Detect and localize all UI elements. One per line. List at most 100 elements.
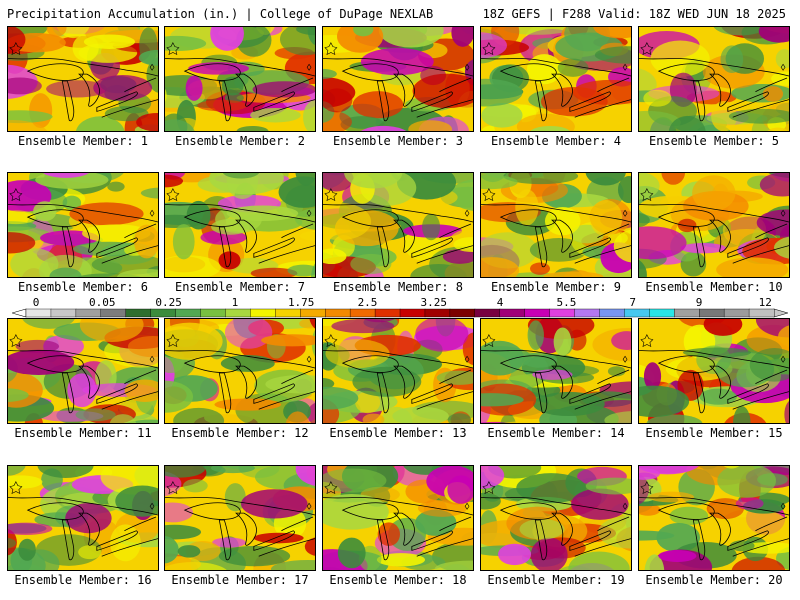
colorbar-swatch bbox=[549, 308, 576, 318]
ensemble-member-caption: Ensemble Member: 12 bbox=[171, 426, 309, 440]
ensemble-member-caption: Ensemble Member: 4 bbox=[490, 134, 622, 148]
precipitation-field bbox=[8, 173, 158, 277]
ensemble-member-map bbox=[322, 26, 474, 132]
ensemble-member-map bbox=[480, 465, 632, 571]
ensemble-member-caption: Ensemble Member: 11 bbox=[14, 426, 152, 440]
ensemble-member-caption: Ensemble Member: 7 bbox=[174, 280, 306, 294]
colorbar-swatch bbox=[175, 308, 202, 318]
ensemble-member-caption: Ensemble Member: 5 bbox=[648, 134, 780, 148]
precipitation-field bbox=[323, 466, 473, 570]
colorbar-swatch bbox=[300, 308, 326, 318]
colorbar-swatch bbox=[524, 308, 551, 318]
colorbar-tick-label: 4 bbox=[497, 296, 504, 309]
colorbar-tick-label: 1 bbox=[232, 296, 239, 309]
ensemble-member-caption: Ensemble Member: 16 bbox=[14, 573, 152, 587]
colorbar-tick-label: 12 bbox=[759, 296, 772, 309]
colorbar-tick-label: 7 bbox=[629, 296, 636, 309]
precipitation-field bbox=[481, 173, 631, 277]
ensemble-member-map bbox=[322, 318, 474, 424]
ensemble-member-caption: Ensemble Member: 14 bbox=[487, 426, 625, 440]
ensemble-member-caption: Ensemble Member: 10 bbox=[645, 280, 783, 294]
ensemble-member-caption: Ensemble Member: 6 bbox=[17, 280, 149, 294]
colorbar-swatch bbox=[624, 308, 650, 318]
ensemble-member-caption: Ensemble Member: 13 bbox=[329, 426, 467, 440]
ensemble-member-caption: Ensemble Member: 15 bbox=[645, 426, 783, 440]
colorbar-tick-label: 0 bbox=[33, 296, 40, 309]
precipitation-field bbox=[481, 466, 631, 570]
ensemble-member-map bbox=[480, 318, 632, 424]
ensemble-member-map bbox=[164, 465, 316, 571]
ensemble-member-map bbox=[638, 172, 790, 278]
precipitation-field bbox=[639, 466, 789, 570]
colorbar-tick-label: 3.25 bbox=[421, 296, 448, 309]
ensemble-member-map bbox=[322, 465, 474, 571]
colorbar-swatch bbox=[200, 308, 226, 318]
ensemble-member-map bbox=[7, 172, 159, 278]
colorbar-swatch bbox=[250, 308, 276, 318]
ensemble-member-map bbox=[164, 318, 316, 424]
ensemble-member-map bbox=[480, 172, 632, 278]
colorbar-legend: 0 0.05 0.25 1 1.75 2.5 3.25 4 5.5 7 9 12 bbox=[12, 296, 788, 318]
colorbar-swatch bbox=[474, 308, 501, 318]
colorbar-swatch bbox=[674, 308, 700, 318]
precipitation-field bbox=[165, 466, 315, 570]
ensemble-member-caption: Ensemble Member: 19 bbox=[487, 573, 625, 587]
precipitation-field bbox=[8, 27, 158, 131]
colorbar-swatch bbox=[574, 308, 600, 318]
ensemble-member-map bbox=[322, 172, 474, 278]
ensemble-member-caption: Ensemble Member: 17 bbox=[171, 573, 309, 587]
colorbar-tick-label: 0.25 bbox=[155, 296, 182, 309]
precipitation-field bbox=[639, 173, 789, 277]
colorbar-swatch bbox=[275, 308, 301, 318]
ensemble-member-caption: Ensemble Member: 1 bbox=[17, 134, 149, 148]
colorbar-swatch bbox=[399, 308, 426, 318]
colorbar-swatch bbox=[699, 308, 725, 318]
ensemble-member-caption: Ensemble Member: 8 bbox=[332, 280, 464, 294]
precipitation-field bbox=[323, 319, 473, 423]
colorbar-tick-label: 9 bbox=[696, 296, 703, 309]
precipitation-field bbox=[165, 319, 315, 423]
precipitation-field bbox=[165, 27, 315, 131]
colorbar-swatch bbox=[374, 308, 401, 318]
colorbar-tick-label: 1.75 bbox=[288, 296, 315, 309]
colorbar-swatch bbox=[25, 308, 52, 318]
ensemble-member-map bbox=[7, 465, 159, 571]
colorbar-swatch bbox=[723, 308, 750, 318]
colorbar-swatch bbox=[150, 308, 177, 318]
colorbar-swatch bbox=[748, 308, 775, 318]
colorbar-swatch bbox=[225, 308, 251, 318]
ensemble-member-map bbox=[638, 465, 790, 571]
colorbar-swatch bbox=[75, 308, 102, 318]
colorbar-swatch bbox=[424, 308, 451, 318]
ensemble-member-map bbox=[7, 26, 159, 132]
precipitation-field bbox=[323, 27, 473, 131]
ensemble-member-map bbox=[638, 26, 790, 132]
colorbar-tick-label: 0.05 bbox=[89, 296, 116, 309]
colorbar-swatch bbox=[100, 308, 127, 318]
precipitation-field bbox=[323, 173, 473, 277]
colorbar-tick-label: 5.5 bbox=[556, 296, 576, 309]
colorbar-swatch bbox=[325, 308, 351, 318]
ensemble-member-map bbox=[164, 26, 316, 132]
colorbar-swatch bbox=[449, 308, 476, 318]
colorbar-tick-label: 2.5 bbox=[358, 296, 378, 309]
precipitation-field bbox=[165, 173, 315, 277]
run-info: 18Z GEFS | F288 Valid: 18Z WED JUN 18 20… bbox=[482, 7, 786, 21]
colorbar-left-arrow bbox=[12, 308, 27, 318]
ensemble-member-caption: Ensemble Member: 2 bbox=[174, 134, 306, 148]
colorbar-swatch bbox=[125, 308, 152, 318]
precipitation-field bbox=[481, 27, 631, 131]
ensemble-member-map bbox=[638, 318, 790, 424]
precipitation-field bbox=[8, 466, 158, 570]
ensemble-member-map bbox=[164, 172, 316, 278]
ensemble-member-map bbox=[480, 26, 632, 132]
precipitation-field bbox=[639, 319, 789, 423]
colorbar-swatch bbox=[349, 308, 376, 318]
colorbar-swatch bbox=[649, 308, 675, 318]
map-title: Precipitation Accumulation (in.) | Colle… bbox=[7, 7, 434, 21]
ensemble-member-caption: Ensemble Member: 9 bbox=[490, 280, 622, 294]
header: Precipitation Accumulation (in.) | Colle… bbox=[0, 0, 800, 24]
precipitation-field bbox=[639, 27, 789, 131]
precipitation-field bbox=[8, 319, 158, 423]
colorbar-swatch bbox=[50, 308, 77, 318]
